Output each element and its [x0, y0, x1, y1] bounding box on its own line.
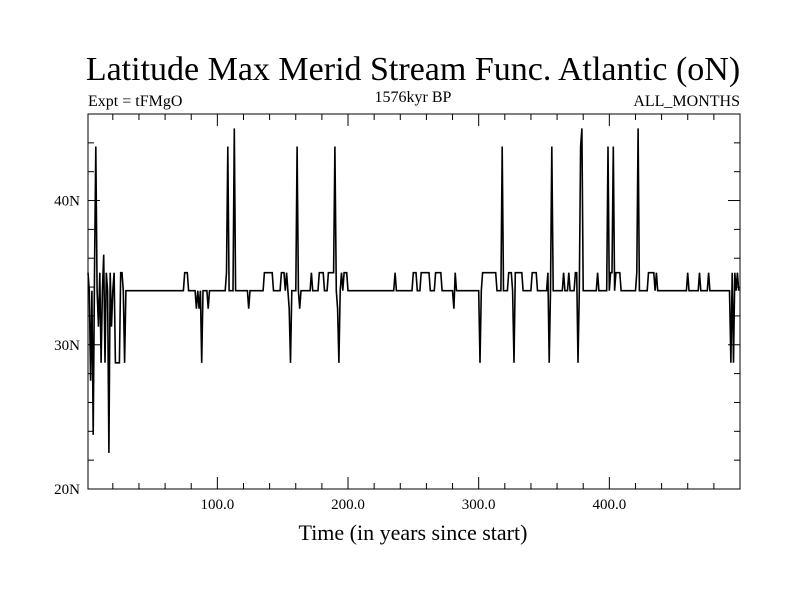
period-label: 1576kyr BP — [375, 89, 452, 106]
y-tick-label: 30N — [54, 338, 80, 354]
y-tick-label: 40N — [54, 194, 80, 210]
series-line — [87, 128, 740, 453]
axis-tick-labels: 100.0 200.0 300.0 400.0 20N 30N 40N — [54, 194, 626, 513]
x-tick-label: 100.0 — [200, 497, 234, 513]
x-tick-label: 300.0 — [462, 497, 496, 513]
x-tick-label: 400.0 — [592, 497, 626, 513]
chart-title: Latitude Max Merid Stream Func. Atlantic… — [86, 51, 740, 88]
x-tick-label: 200.0 — [331, 497, 365, 513]
x-axis-label: Time (in years since start) — [299, 520, 528, 545]
plot-frame — [87, 113, 741, 490]
axis-ticks — [88, 114, 740, 489]
y-tick-label: 20N — [54, 482, 80, 498]
experiment-label: Expt = tFMgO — [88, 93, 182, 110]
months-label: ALL_MONTHS — [633, 93, 740, 110]
